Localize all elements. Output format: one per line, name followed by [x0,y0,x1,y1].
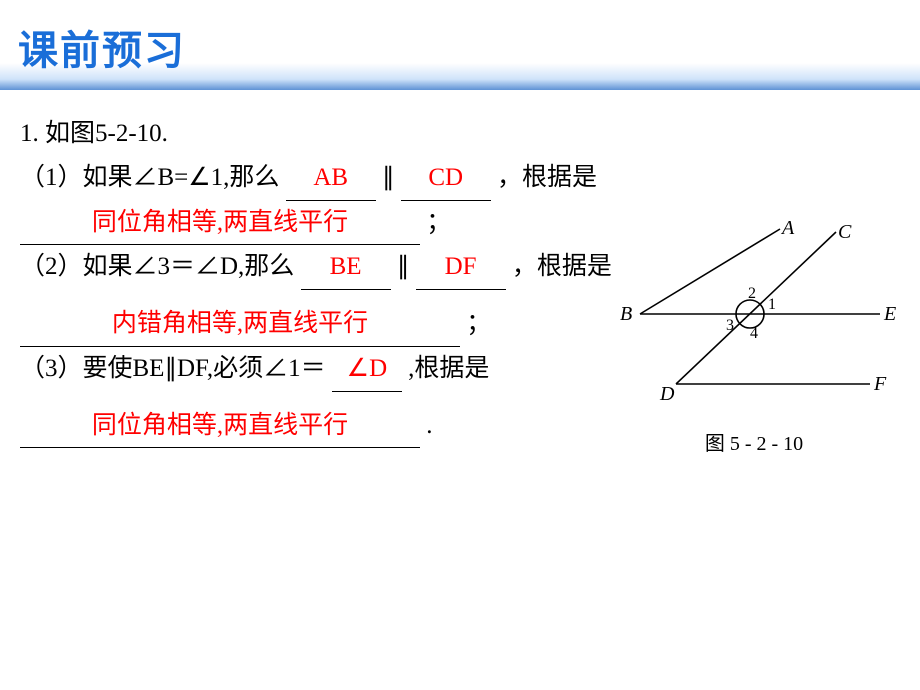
p3-text-a: （3）要使BE∥DF,必须∠1＝ [20,355,326,382]
p2-answer1: BE [330,253,362,280]
slide: 课前预习 1. 如图5-2-10. （1）如果∠B=∠1,那么 AB ∥ CD … [0,0,920,690]
part1-line1: （1）如果∠B=∠1,那么 AB ∥ CD ，根据是 [20,156,900,201]
p1-answer1: AB [313,164,348,191]
title-bar: 课前预习 [0,0,920,90]
p2-reason-blank: 内错角相等,两直线平行 [20,302,460,347]
p2-blank1: BE [301,245,391,290]
angle-2: 2 [748,285,756,302]
content-body: 1. 如图5-2-10. （1）如果∠B=∠1,那么 AB ∥ CD ，根据是 … [0,90,920,448]
label-D: D [659,383,675,405]
p1-reason-blank: 同位角相等,两直线平行 [20,201,420,246]
p2-text-a: （2）如果∠3＝∠D,那么 [20,253,294,280]
p1-answer2: CD [428,164,463,191]
question-lead: 1. 如图5-2-10. [20,112,900,156]
p3-blank1: ∠D [332,347,402,392]
p2-reason: 内错角相等,两直线平行 [112,310,368,337]
label-A: A [780,217,795,239]
p3-answer1: ∠D [347,355,387,382]
angle-1: 1 [768,296,776,313]
p1-blank2: CD [401,156,491,201]
p3-text-b: ,根据是 [408,355,489,382]
angle-3: 3 [726,317,734,334]
period: . [426,412,432,439]
p3-reason-blank: 同位角相等,两直线平行 [20,404,420,449]
label-C: C [838,221,852,243]
semicolon1: ； [426,209,451,236]
figure-svg: A C B E D F 1 2 3 4 [610,214,898,414]
label-F: F [873,373,887,395]
label-E: E [883,303,896,325]
label-B: B [620,303,632,325]
section-title: 课前预习 [18,18,186,76]
p3-reason: 同位角相等,两直线平行 [92,412,348,439]
p2-text-b: ，根据是 [512,253,612,280]
semicolon2: ； [466,310,491,337]
p1-text-b: ，根据是 [497,164,597,191]
p1-blank1: AB [286,156,376,201]
p1-reason: 同位角相等,两直线平行 [92,209,348,236]
parallel-symbol2: ∥ [397,253,410,280]
angle-4: 4 [750,325,758,342]
p1-text-a: （1）如果∠B=∠1,那么 [20,164,279,191]
p2-blank2: DF [416,245,506,290]
p2-answer2: DF [445,253,477,280]
figure-5-2-10: A C B E D F 1 2 3 4 图 5 - 2 - 10 [610,214,898,436]
figure-caption: 图 5 - 2 - 10 [610,427,898,462]
parallel-symbol: ∥ [382,164,395,191]
